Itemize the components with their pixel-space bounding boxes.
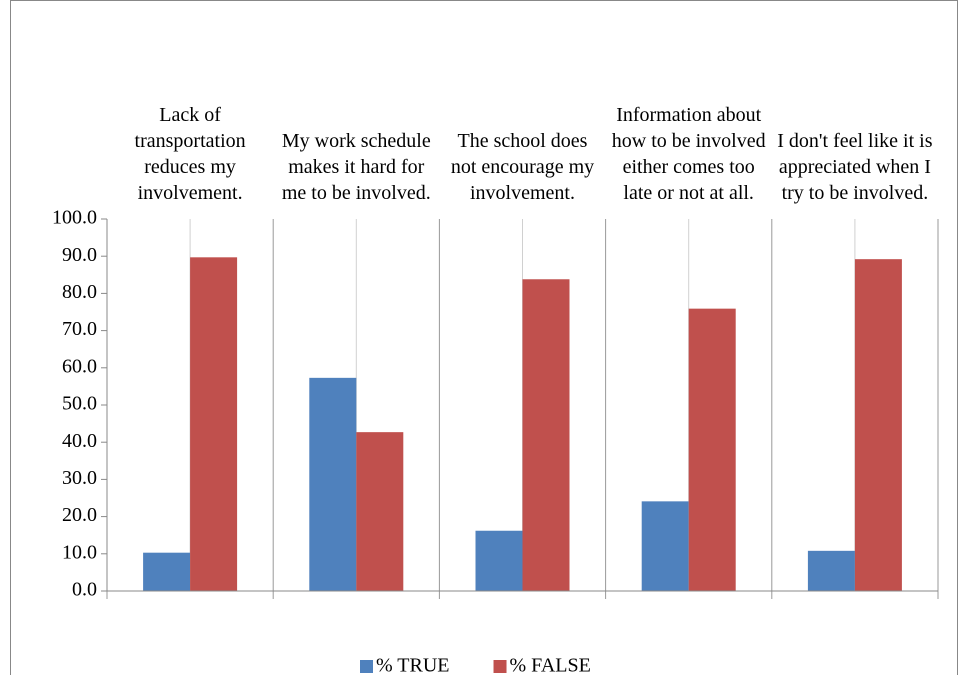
bar <box>309 377 357 591</box>
category-label-box: My work schedule makes it hard for me to… <box>277 10 435 206</box>
legend-label: % TRUE <box>376 655 450 675</box>
y-tick-label: 40.0 <box>62 430 97 452</box>
category-label-box: Lack of transportation reduces my involv… <box>111 10 269 206</box>
y-tick-label: 20.0 <box>62 504 97 526</box>
bar <box>854 259 902 591</box>
category-label: My work schedule makes it hard for me to… <box>281 130 431 204</box>
bar <box>522 279 570 591</box>
y-tick-label: 80.0 <box>62 281 97 303</box>
legend-label: % FALSE <box>510 655 591 675</box>
category-label: Lack of transportation reduces my involv… <box>134 104 246 204</box>
category-label: I don't feel like it is appreciated when… <box>777 130 933 204</box>
y-tick-label: 0.0 <box>72 579 97 601</box>
legend-swatch <box>493 660 507 673</box>
chart-frame <box>10 0 958 675</box>
y-tick-label: 50.0 <box>62 393 97 415</box>
y-tick-label: 70.0 <box>62 318 97 340</box>
bar <box>641 501 689 591</box>
y-tick-label: 60.0 <box>62 355 97 377</box>
bar <box>807 550 855 591</box>
bar <box>143 552 191 591</box>
bar <box>356 432 404 591</box>
y-tick-label: 100.0 <box>52 207 97 229</box>
category-label: Information about how to be involved eit… <box>611 104 766 204</box>
y-tick-label: 10.0 <box>62 541 97 563</box>
y-tick-label: 90.0 <box>62 244 97 266</box>
legend-swatch <box>360 660 373 673</box>
bar <box>475 530 523 591</box>
y-tick-label: 30.0 <box>62 467 97 489</box>
bar <box>688 308 736 591</box>
category-label: The school does not encourage my involve… <box>450 130 595 204</box>
bar <box>190 257 238 591</box>
category-label-box: The school does not encourage my involve… <box>443 10 601 206</box>
category-label-box: I don't feel like it is appreciated when… <box>776 10 934 206</box>
category-label-box: Information about how to be involved eit… <box>610 10 768 206</box>
